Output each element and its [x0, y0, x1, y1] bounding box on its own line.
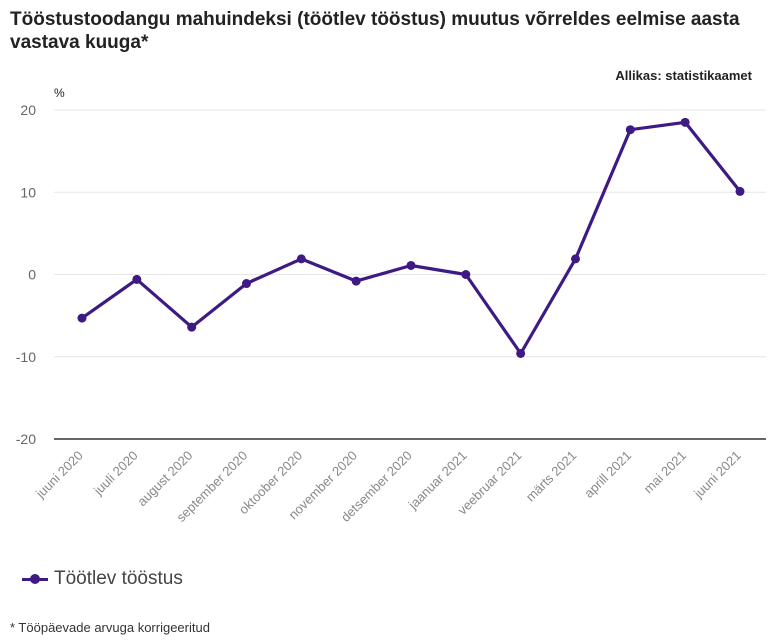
- data-point: [187, 322, 197, 332]
- data-point: [351, 276, 361, 286]
- data-point: [296, 254, 306, 264]
- data-point: [406, 260, 416, 270]
- series-line: [80, 120, 742, 356]
- data-point: [516, 348, 526, 358]
- x-tick-label: mai 2021: [641, 448, 689, 496]
- data-point: [625, 125, 635, 135]
- y-tick-label: 10: [20, 184, 36, 200]
- y-tick-label: 0: [28, 267, 36, 283]
- x-tick-label: märts 2021: [523, 448, 580, 505]
- data-point: [242, 279, 251, 289]
- source-note: Allikas: statistikaamet: [615, 68, 752, 83]
- footnote: * Tööpäevade arvuga korrigeeritud: [10, 620, 210, 635]
- chart-title: Tööstustoodangu mahuindeksi (töötlev töö…: [10, 9, 740, 53]
- y-tick-label: -20: [16, 431, 36, 447]
- data-point: [132, 274, 142, 284]
- x-tick-label: juuni 2020: [32, 448, 86, 502]
- legend-marker-icon: [22, 573, 48, 585]
- x-tick-label: aprill 2021: [581, 448, 634, 501]
- x-tick-label: juuni 2021: [690, 448, 744, 502]
- x-tick-label: juuli 2020: [90, 448, 141, 499]
- legend[interactable]: Töötlev tööstus: [22, 568, 183, 590]
- data-point: [571, 254, 580, 264]
- y-tick-label: 20: [20, 102, 36, 118]
- data-point: [77, 313, 87, 323]
- gridlines: [54, 109, 766, 440]
- legend-label: Töötlev tööstus: [54, 568, 183, 589]
- data-point: [680, 117, 690, 127]
- y-axis-ticks: -20 -10 0 10 20: [16, 102, 36, 447]
- data-point: [461, 270, 471, 279]
- data-point: [735, 186, 745, 196]
- series-layer: [77, 117, 745, 358]
- y-tick-label: -10: [16, 349, 36, 365]
- y-axis-unit: %: [54, 86, 65, 100]
